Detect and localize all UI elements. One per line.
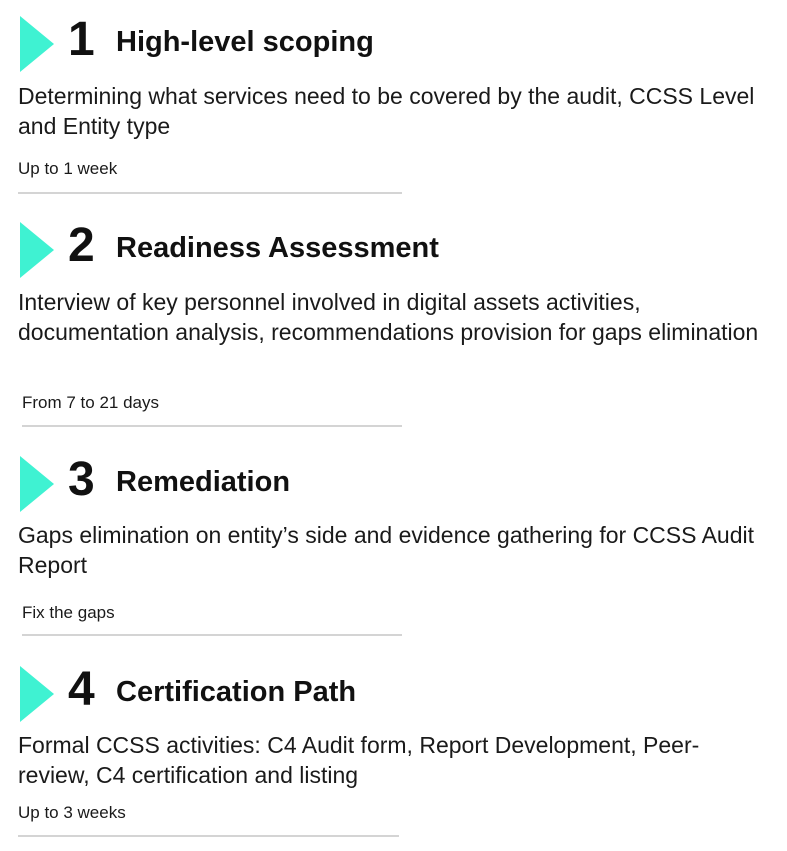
step-4-duration: Up to 3 weeks <box>18 803 126 822</box>
step-1-header: 1 High-level scoping <box>20 13 760 74</box>
step-3-header: 3 Remediation <box>20 453 760 514</box>
step-1-number: 1 <box>68 13 95 66</box>
step-2-divider <box>22 425 402 427</box>
play-triangle-icon <box>20 16 54 72</box>
step-2-header: 2 Readiness Assessment <box>20 219 760 280</box>
play-triangle-icon <box>20 456 54 512</box>
play-triangle-icon <box>20 666 54 722</box>
step-1-duration: Up to 1 week <box>18 159 118 178</box>
step-4-number: 4 <box>68 663 95 716</box>
step-2-duration: From 7 to 21 days <box>22 393 160 412</box>
step-3-title: Remediation <box>116 466 291 498</box>
step-1-title: High-level scoping <box>116 26 374 58</box>
step-3-description: Gaps elimination on entity’s side and ev… <box>18 522 755 578</box>
step-2-description: Interview of key personnel involved in d… <box>18 289 759 345</box>
step-2-title: Readiness Assessment <box>116 232 439 264</box>
step-4-description: Formal CCSS activities: C4 Audit form, R… <box>18 732 700 788</box>
step-1-description: Determining what services need to be cov… <box>18 83 755 139</box>
step-1-divider <box>18 192 402 194</box>
step-2-number: 2 <box>68 219 95 272</box>
play-triangle-icon <box>20 222 54 278</box>
step-4-title: Certification Path <box>116 676 357 708</box>
step-3-number: 3 <box>68 453 95 506</box>
step-4-header: 4 Certification Path <box>20 663 760 724</box>
step-4-divider <box>18 835 399 837</box>
step-3-duration: Fix the gaps <box>22 603 115 622</box>
step-3-divider <box>22 634 402 636</box>
